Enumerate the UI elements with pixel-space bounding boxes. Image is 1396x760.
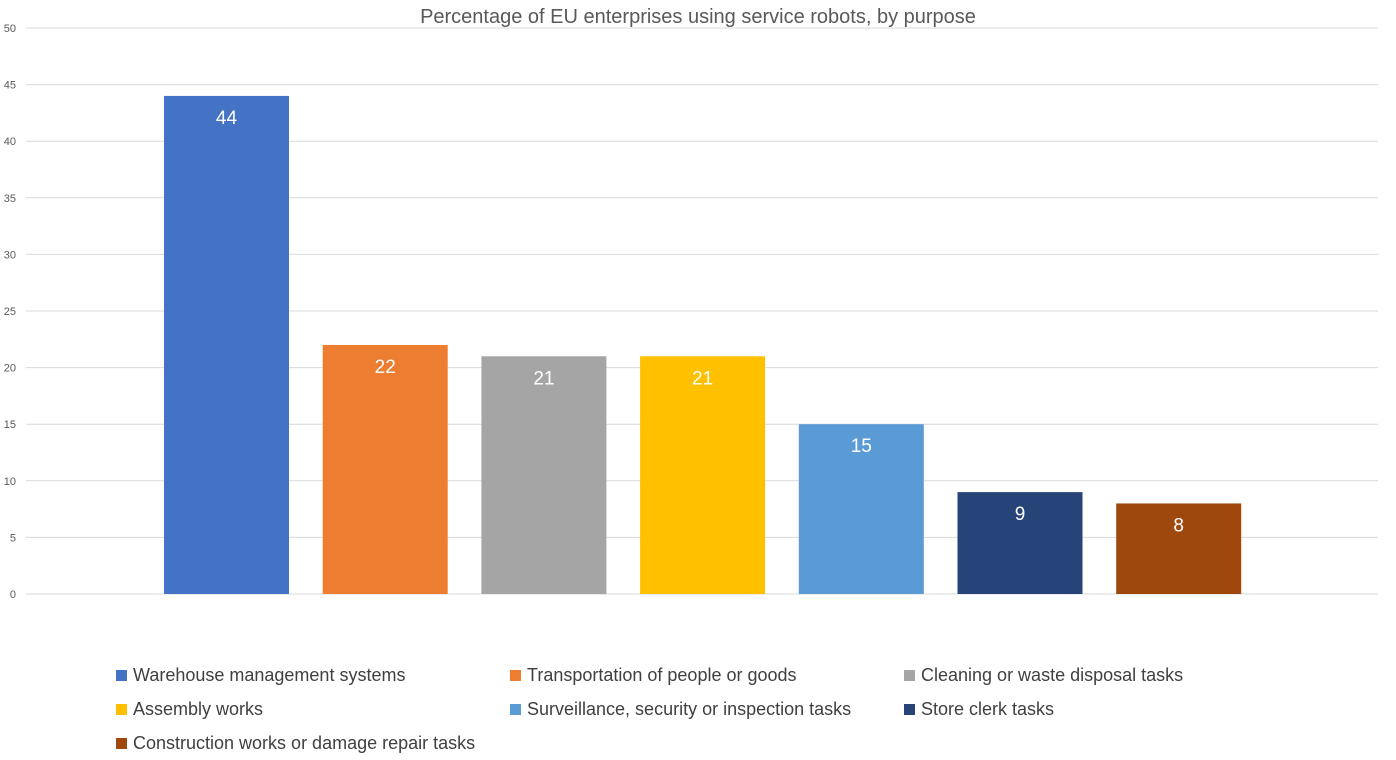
legend-item: Warehouse management systems — [116, 665, 510, 686]
legend-item: Cleaning or waste disposal tasks — [904, 665, 1183, 686]
bars — [164, 95, 1242, 595]
legend-item: Transportation of people or goods — [510, 665, 904, 686]
bar — [957, 492, 1083, 594]
legend-label: Store clerk tasks — [921, 698, 1055, 719]
y-tick-label: 30 — [4, 249, 16, 261]
legend-swatch — [904, 669, 915, 681]
bar — [481, 356, 607, 594]
data-label: 15 — [851, 436, 872, 457]
y-tick-label: 40 — [4, 136, 16, 148]
data-labels: 44 22 21 21 15 9 8 — [216, 108, 1184, 537]
legend-item: Construction works or damage repair task… — [116, 733, 510, 754]
data-label: 9 — [1015, 504, 1026, 525]
bar — [640, 356, 766, 594]
bar — [322, 344, 448, 594]
legend-label: Transportation of people or goods — [527, 664, 797, 685]
legend-label: Surveillance, security or inspection tas… — [527, 698, 852, 719]
legend-row: Construction works or damage repair task… — [116, 726, 1376, 760]
data-label: 8 — [1173, 515, 1184, 536]
legend-swatch — [510, 669, 521, 681]
y-tick-label: 5 — [10, 532, 16, 544]
legend-swatch — [510, 703, 521, 715]
data-label: 22 — [375, 357, 396, 378]
y-tick-label: 50 — [4, 23, 16, 35]
legend-label: Construction works or damage repair task… — [133, 732, 476, 753]
legend-row: Assembly works Surveillance, security or … — [116, 692, 1376, 726]
data-label: 21 — [533, 368, 554, 389]
legend-swatch — [116, 669, 127, 681]
bar — [164, 95, 289, 595]
legend: Warehouse management systems Transportati… — [116, 658, 1376, 760]
data-label: 44 — [216, 108, 238, 129]
y-tick-label: 15 — [4, 419, 16, 431]
legend-item: Store clerk tasks — [904, 699, 1054, 720]
legend-row: Warehouse management systems Transportati… — [116, 658, 1376, 692]
y-tick-label: 35 — [4, 193, 16, 205]
legend-swatch — [116, 703, 127, 715]
legend-item: Assembly works — [116, 699, 510, 720]
legend-label: Warehouse management systems — [133, 664, 406, 685]
legend-label: Cleaning or waste disposal tasks — [921, 664, 1184, 685]
y-tick-label: 0 — [10, 589, 16, 601]
chart-title: Percentage of EU enterprises using servi… — [420, 6, 976, 28]
legend-item: Surveillance, security or inspection tas… — [510, 699, 904, 720]
data-label: 21 — [692, 368, 713, 389]
bar — [1116, 503, 1242, 594]
legend-label: Assembly works — [133, 698, 264, 719]
y-tick-label: 10 — [4, 476, 16, 488]
y-axis-tick-labels: 0 5 10 15 20 25 30 35 40 45 50 — [4, 23, 16, 601]
legend-swatch — [904, 703, 915, 715]
bar — [798, 424, 924, 594]
y-tick-label: 20 — [4, 363, 16, 375]
legend-swatch — [116, 737, 127, 749]
y-tick-label: 45 — [4, 80, 16, 92]
y-tick-label: 25 — [4, 306, 16, 318]
